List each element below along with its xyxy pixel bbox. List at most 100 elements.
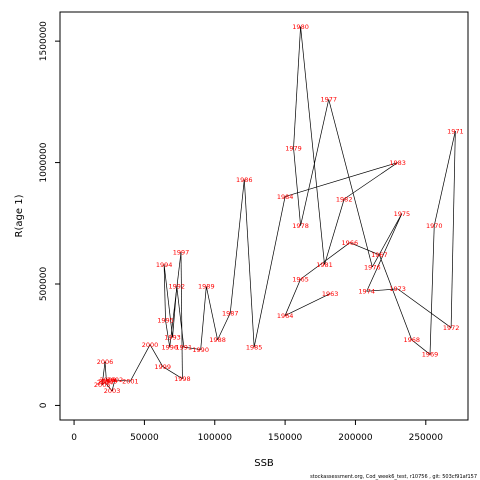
y-tick-label: 0 [39,402,49,408]
x-axis-title: SSB [254,458,274,469]
x-tick-label: 150000 [268,433,303,443]
year-label-1993: 1993 [164,334,181,342]
trajectory-segment [104,361,107,382]
x-tick-label: 50000 [130,433,159,443]
trajectory-segment [149,344,164,367]
year-label-1984: 1984 [277,193,294,201]
x-axis: 0 50000 100000 150000 200000 250000 [71,419,444,443]
trajectory-segment [328,99,373,268]
trajectory-segment [104,382,113,392]
y-axis: 0 500000 1000000 1500000 [39,21,61,408]
year-label-1963: 1963 [322,290,339,298]
year-label-1968: 1968 [403,336,420,344]
trajectory-segment [366,288,398,292]
trajectory-segment [101,361,106,385]
trajectory-segment [180,252,183,379]
trajectory-segment [284,279,301,316]
trajectory-segment [111,379,116,391]
trajectory-segment [300,99,330,226]
year-label-2006: 2006 [97,358,114,366]
trajectory-segment [366,213,403,292]
y-tick-label: 1000000 [39,142,49,182]
trajectory-segment [169,252,182,348]
year-label-2000: 2000 [142,341,159,349]
trajectory-segment [433,130,456,226]
trajectory-segment [285,162,398,197]
y-axis-title: R(age 1) [14,194,25,237]
trajectory-segment [300,242,351,280]
year-label-1985: 1985 [246,343,263,351]
recruitment-trajectory [101,26,456,392]
trajectory-segment [411,339,431,355]
year-label-1965: 1965 [292,275,309,283]
year-label-1991: 1991 [176,343,193,351]
trajectory-segment [114,379,131,382]
trajectory-segment [162,366,183,380]
year-label-1976: 1976 [364,263,381,271]
trajectory-segment [243,179,255,348]
year-label-1971: 1971 [447,127,464,135]
year-label-2004: 2004 [97,379,114,387]
trajectory-segment [284,293,331,316]
trajectory-segment [217,312,231,341]
footer-credit: stockassessment.org, Cod_week6_test, r10… [310,474,477,480]
year-label-2003: 2003 [104,387,121,395]
year-label-1974: 1974 [358,288,375,296]
year-label-1980: 1980 [292,23,309,31]
year-label-1964: 1964 [277,312,294,320]
year-label-1987: 1987 [222,309,239,317]
year-label-1977: 1977 [320,96,337,104]
trajectory-segment [176,286,185,348]
year-label-2008: 2008 [100,376,117,384]
year-label-1983: 1983 [389,159,406,167]
trajectory-segment [300,26,325,265]
x-tick-label: 0 [71,433,77,443]
trajectory-segment [397,288,452,328]
year-label-1973: 1973 [389,285,406,293]
x-tick-label: 200000 [338,433,373,443]
year-label-1996: 1996 [161,343,178,351]
trajectory-segment [450,130,456,328]
year-label-1979: 1979 [285,144,302,152]
year-label-1986: 1986 [236,176,253,184]
trajectory-segment [106,379,109,382]
trajectory-segment [205,286,218,340]
trajectory-segment [379,254,413,340]
trajectory-segment [163,264,173,338]
year-label-1981: 1981 [316,261,333,269]
trajectory-segment [183,346,201,350]
year-label-1994: 1994 [156,261,173,269]
year-label-2005: 2005 [94,381,111,389]
trajectory-segment [293,26,301,149]
trajectory-segment [200,286,207,350]
year-label-1967: 1967 [371,251,388,259]
year-label-1982: 1982 [336,195,353,203]
x-tick-label: 100000 [198,433,233,443]
year-label-1989: 1989 [198,283,215,291]
trajectory-segment [372,213,403,268]
trajectory-segment [229,179,245,314]
trajectory-segment [163,264,166,321]
year-label-2009: 2009 [101,377,118,385]
year-label-1988: 1988 [209,336,226,344]
year-label-1975: 1975 [394,210,411,218]
x-tick-label: 250000 [409,433,444,443]
year-label-1998: 1998 [174,375,191,383]
trajectory-segment [349,242,380,256]
year-label-1992: 1992 [168,283,185,291]
y-tick-label: 1500000 [39,21,49,61]
trajectory-segment [429,225,435,355]
year-label-2002: 2002 [107,376,124,384]
trajectory-segment [293,147,301,226]
year-label-2007: 2007 [98,377,115,385]
year-label-1995: 1995 [157,317,174,325]
trajectory-segment [343,162,398,200]
trajectory-segment [253,196,286,348]
trajectory-segment [165,320,171,348]
year-label-1972: 1972 [443,324,460,332]
y-tick-label: 500000 [39,267,49,302]
year-label-1999: 1999 [154,363,171,371]
